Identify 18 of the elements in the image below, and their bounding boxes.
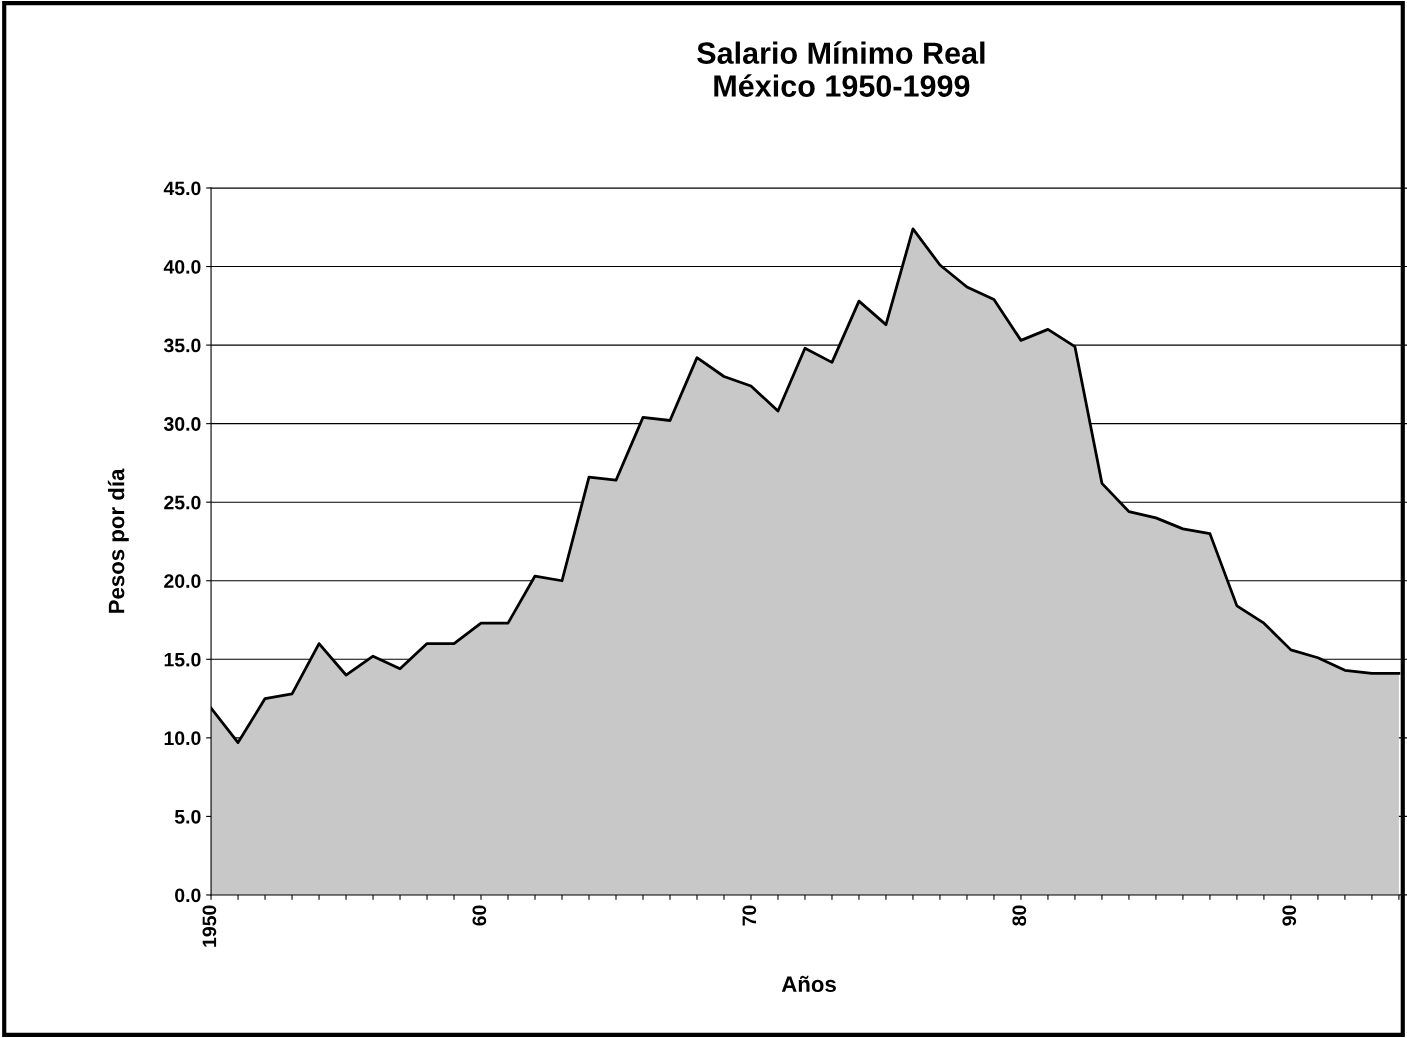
y-tick-label: 25.0 xyxy=(164,495,201,510)
y-axis-title: Pesos por día xyxy=(107,468,129,613)
chart-title: Salario Mínimo Real México 1950-1999 xyxy=(697,41,985,97)
x-tick-label: 1950 xyxy=(202,905,217,947)
x-tick-label: 90 xyxy=(1282,905,1297,926)
x-tick-label: 60 xyxy=(472,905,487,926)
y-tick-label: 30.0 xyxy=(163,417,201,431)
y-tick-label: 15.0 xyxy=(164,652,201,667)
y-tick-label: 5.0 xyxy=(174,809,201,824)
y-tick-label: 10.0 xyxy=(164,731,201,746)
y-tick-label: 45.0 xyxy=(163,181,201,196)
y-tick-label: 0.0 xyxy=(175,888,201,903)
x-axis-title: Años xyxy=(781,975,836,993)
y-tick-label: 40.0 xyxy=(163,260,201,274)
x-tick-label: 80 xyxy=(1012,905,1027,926)
y-tick-label: 20.0 xyxy=(164,574,201,588)
y-tick-label: 35.0 xyxy=(163,338,201,353)
x-tick-label: 70 xyxy=(742,905,757,926)
